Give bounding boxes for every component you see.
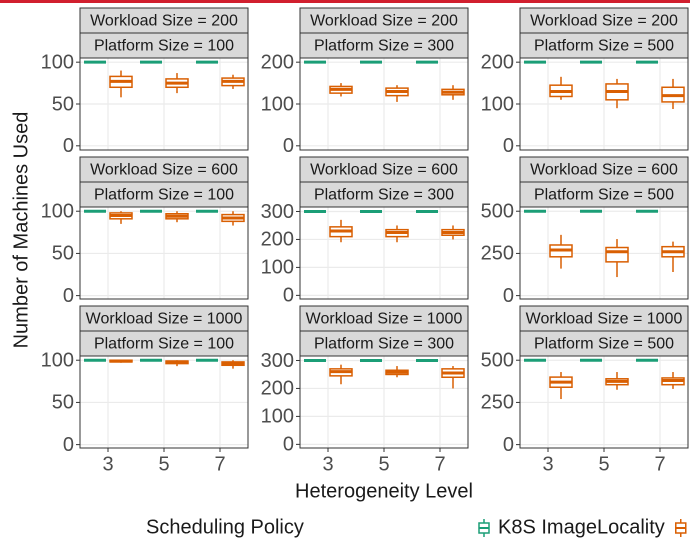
panel-border (299, 57, 469, 151)
y-tick-label: 200 (261, 229, 294, 251)
x-tick-label: 5 (378, 453, 389, 475)
x-tick-label: 5 (158, 453, 169, 475)
y-tick-label: 0 (63, 285, 74, 307)
strip-label: Workload Size = 600 (310, 162, 458, 179)
panel-border (299, 206, 469, 300)
y-tick-label: 100 (481, 93, 514, 115)
y-tick-label: 0 (63, 434, 74, 456)
strip (79, 305, 249, 332)
panel-border (519, 57, 689, 151)
y-tick-label: 100 (261, 406, 294, 428)
y-tick-label: 0 (503, 135, 514, 157)
x-tick-label: 7 (434, 453, 445, 475)
y-tick-label: 200 (261, 378, 294, 400)
y-tick-label: 200 (481, 51, 514, 73)
y-tick-label: 0 (283, 434, 294, 456)
y-tick-label: 300 (261, 350, 294, 372)
legend-label: K8S ImageLocality (498, 516, 665, 538)
x-tick-label: 7 (214, 453, 225, 475)
y-tick-label: 50 (52, 243, 74, 265)
strip (79, 181, 249, 208)
strip-label: Workload Size = 200 (90, 13, 238, 30)
strip (519, 32, 689, 59)
strip (299, 330, 469, 357)
panel-border (519, 355, 689, 449)
legend-title: Scheduling Policy (146, 516, 304, 538)
y-tick-label: 250 (481, 243, 514, 265)
strip (299, 156, 469, 183)
y-axis-title: Number of Machines Used (10, 112, 32, 349)
y-tick-label: 300 (261, 201, 294, 223)
y-tick-label: 500 (481, 350, 514, 372)
y-tick-label: 0 (283, 135, 294, 157)
y-tick-label: 0 (63, 135, 74, 157)
y-tick-label: 100 (41, 201, 74, 223)
y-tick-label: 0 (503, 434, 514, 456)
x-tick-label: 7 (654, 453, 665, 475)
panel-border (79, 355, 249, 449)
y-tick-label: 250 (481, 392, 514, 414)
box (605, 246, 629, 263)
top-bar (0, 0, 690, 3)
y-tick-label: 100 (41, 51, 74, 73)
strip-label: Platform Size = 100 (94, 187, 234, 204)
strip-label: Platform Size = 300 (314, 336, 454, 353)
y-tick-label: 500 (481, 201, 514, 223)
strip (299, 181, 469, 208)
y-tick-label: 100 (261, 257, 294, 279)
strip (299, 32, 469, 59)
y-tick-label: 200 (261, 51, 294, 73)
strip-label: Platform Size = 500 (534, 187, 674, 204)
strip (299, 7, 469, 34)
x-tick-label: 3 (102, 453, 113, 475)
strip-label: Platform Size = 100 (94, 38, 234, 55)
strip (79, 32, 249, 59)
y-tick-label: 50 (52, 93, 74, 115)
strip-label: Workload Size = 200 (530, 13, 678, 30)
panel-border (79, 57, 249, 151)
panel-border (79, 206, 249, 300)
strip-label: Platform Size = 500 (534, 38, 674, 55)
x-tick-label: 3 (322, 453, 333, 475)
x-axis-title: Heterogeneity Level (295, 480, 473, 502)
strip (519, 305, 689, 332)
x-tick-label: 3 (542, 453, 553, 475)
y-tick-label: 50 (52, 392, 74, 414)
strip-label: Workload Size = 200 (310, 13, 458, 30)
y-tick-label: 100 (41, 350, 74, 372)
strip (79, 156, 249, 183)
x-tick-label: 5 (598, 453, 609, 475)
strip-label: Platform Size = 500 (534, 336, 674, 353)
panel-border (299, 355, 469, 449)
strip (519, 181, 689, 208)
strip-label: Workload Size = 1000 (86, 311, 243, 328)
y-tick-label: 100 (261, 93, 294, 115)
strip-label: Workload Size = 1000 (526, 311, 683, 328)
strip (519, 156, 689, 183)
strip-label: Platform Size = 300 (314, 187, 454, 204)
strip (79, 330, 249, 357)
y-tick-label: 0 (503, 285, 514, 307)
strip (519, 7, 689, 34)
y-tick-label: 0 (283, 285, 294, 307)
strip-label: Workload Size = 600 (530, 162, 678, 179)
strip-label: Workload Size = 1000 (306, 311, 463, 328)
strip-label: Platform Size = 300 (314, 38, 454, 55)
strip (299, 305, 469, 332)
strip-label: Workload Size = 600 (90, 162, 238, 179)
strip-label: Platform Size = 100 (94, 336, 234, 353)
strip (79, 7, 249, 34)
panel-border (519, 206, 689, 300)
